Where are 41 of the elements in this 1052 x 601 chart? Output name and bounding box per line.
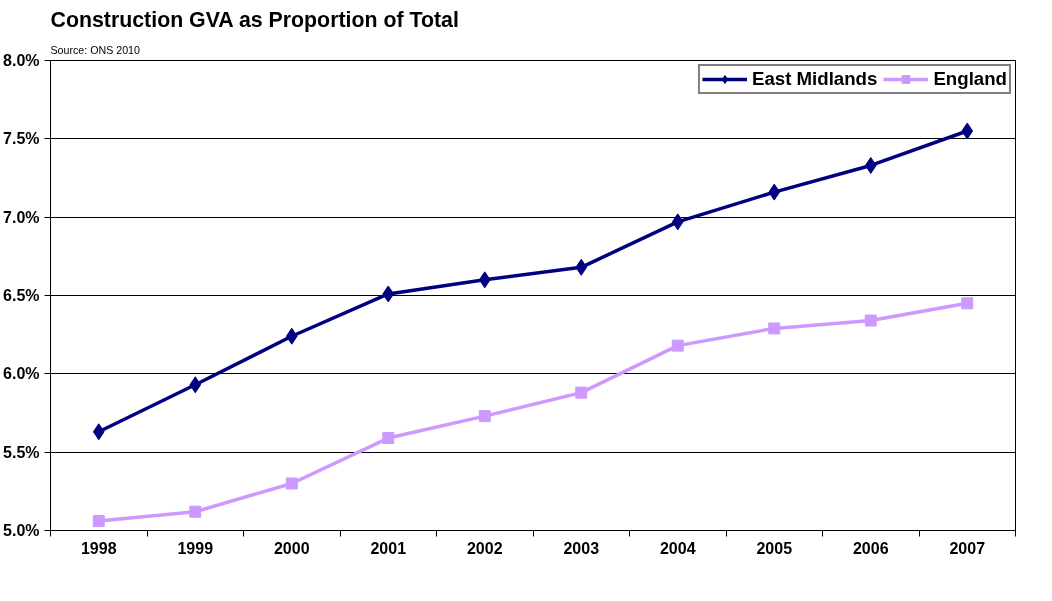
chart-subtitle: Source: ONS 2010 xyxy=(50,43,141,56)
point xyxy=(864,156,877,174)
y-tick-label: 5.5% xyxy=(3,443,40,461)
point xyxy=(961,122,974,140)
legend-label: East Midlands xyxy=(751,68,878,90)
y-tick-label: 5.0% xyxy=(3,522,40,539)
x-tick-label: 2000 xyxy=(273,539,310,557)
chart-title: Construction GVA as Proportion of Total xyxy=(50,7,459,32)
x-tick-label: 2004 xyxy=(659,539,696,557)
y-tick-label: 6.5% xyxy=(3,287,40,304)
point xyxy=(478,271,491,289)
point xyxy=(382,432,395,445)
point xyxy=(768,322,781,335)
point xyxy=(92,423,105,441)
point xyxy=(575,258,588,276)
point xyxy=(864,314,877,327)
y-tick-label: 6.0% xyxy=(3,365,40,383)
point xyxy=(478,410,491,423)
x-tick-label: 1998 xyxy=(80,539,117,557)
point xyxy=(189,376,202,394)
x-tick-label: 2006 xyxy=(852,539,889,557)
point xyxy=(382,285,395,303)
legend-label: England xyxy=(933,68,1007,90)
x-tick-label: 2002 xyxy=(466,539,503,557)
point xyxy=(768,183,781,201)
point xyxy=(285,327,298,345)
x-tick-label: 2001 xyxy=(370,539,407,557)
x-tick-label: 2005 xyxy=(756,539,793,557)
y-tick-label: 7.5% xyxy=(3,130,40,148)
x-tick-label: 2007 xyxy=(949,539,986,557)
point xyxy=(189,505,202,518)
point xyxy=(671,213,684,231)
point xyxy=(92,515,105,528)
point xyxy=(961,297,974,310)
point xyxy=(285,477,298,490)
x-tick-label: 1999 xyxy=(177,539,214,557)
y-tick-label: 8.0% xyxy=(3,52,40,69)
point xyxy=(575,386,588,399)
x-tick-label: 2003 xyxy=(563,539,600,557)
y-tick-label: 7.0% xyxy=(3,208,40,226)
point xyxy=(671,339,684,352)
